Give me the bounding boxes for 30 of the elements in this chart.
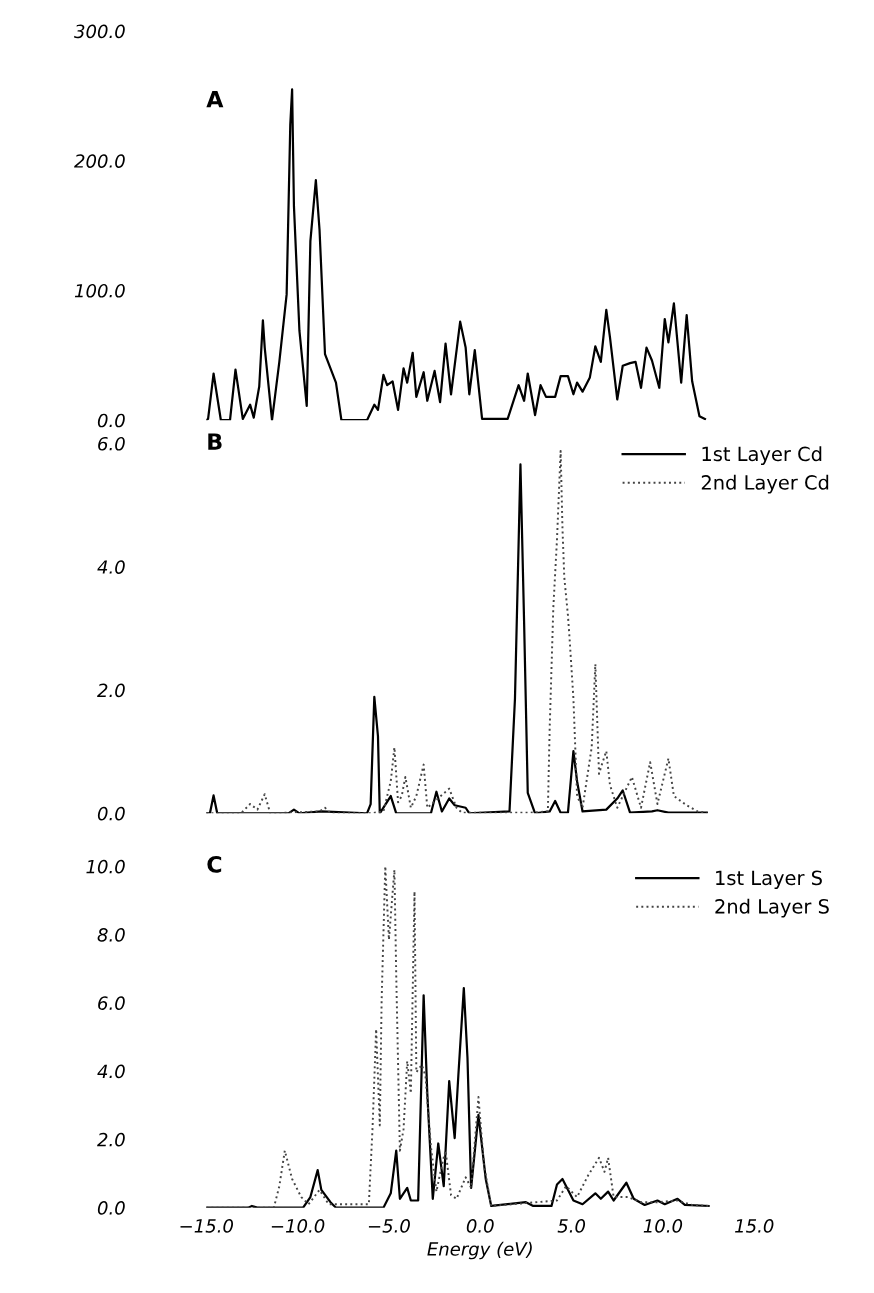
- legend-label: 1st Layer S: [716, 870, 822, 889]
- y-tick-label: 0.0: [97, 413, 125, 428]
- y-tick-label: 10.0: [86, 859, 125, 874]
- y-tick-label: 2.0: [97, 1132, 125, 1147]
- y-tick-label: 200.0: [74, 154, 125, 168]
- legend-label: 2nd Layer S: [715, 898, 829, 918]
- x-axis-title: Energy (eV): [427, 1241, 532, 1260]
- y-tick-label: 6.0: [98, 436, 125, 451]
- x-tick-label: 15.0: [735, 1219, 774, 1233]
- chart-title: B: [208, 433, 222, 450]
- y-tick-label: 300.0: [74, 24, 125, 39]
- x-tick-label: −10.0: [271, 1219, 325, 1233]
- line-series: [206, 88, 707, 421]
- y-tick-label: 2.0: [97, 683, 125, 698]
- y-tick-label: 4.0: [97, 1064, 125, 1079]
- x-tick-label: −5.0: [368, 1219, 410, 1233]
- x-tick-label: −15.0: [180, 1219, 234, 1233]
- text: A: [206, 91, 224, 108]
- x-tick-label: 10.0: [643, 1219, 683, 1233]
- y-tick-label: 6.0: [98, 996, 125, 1010]
- y-tick-label: 0.0: [97, 1201, 125, 1215]
- y-tick-label: 4.0: [97, 560, 125, 574]
- chart-title: C: [207, 855, 222, 873]
- legend-label: 2nd Layer Cd: [701, 474, 829, 494]
- x-tick-label: 0.0: [466, 1219, 494, 1233]
- y-tick-label: 100.0: [74, 283, 125, 298]
- x-tick-label: 5.0: [557, 1219, 586, 1233]
- legend-label: 1st Layer Cd: [702, 446, 822, 466]
- y-tick-label: 0.0: [97, 806, 125, 821]
- y-tick-label: 8.0: [97, 928, 125, 942]
